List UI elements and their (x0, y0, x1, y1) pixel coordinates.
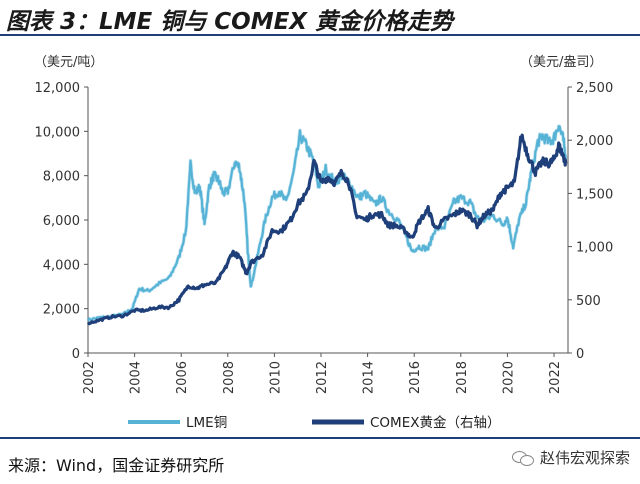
series-line-gold (86, 133, 568, 326)
right-tick-label: 0 (576, 347, 584, 362)
left-tick-label: 6,000 (43, 214, 80, 229)
x-tick-label: 2010 (268, 361, 283, 394)
x-tick-label: 2018 (455, 361, 470, 394)
x-tick-label: 2008 (222, 361, 237, 394)
left-axis-unit: （美元/吨） (34, 55, 103, 70)
left-tick-label: 2,000 (43, 303, 80, 318)
x-tick-label: 2002 (82, 361, 97, 394)
left-tick-label: 8,000 (43, 170, 80, 185)
right-tick-label: 2,500 (576, 81, 613, 96)
wechat-icon (511, 449, 534, 467)
series-line-copper-halo (86, 124, 568, 322)
title-divider (0, 34, 640, 36)
x-tick-label: 2012 (315, 361, 330, 394)
legend-label-copper: LME铜 (186, 415, 227, 431)
right-axis-unit: （美元/盎司） (520, 55, 602, 70)
left-tick-label: 0 (72, 347, 80, 362)
figure-title: 图表 3：LME 铜与 COMEX 黄金价格走势 (6, 9, 454, 35)
right-tick-label: 1,500 (576, 187, 613, 202)
series-line-copper (87, 125, 567, 322)
legend: LME铜 COMEX黄金（右轴） (128, 415, 500, 431)
source-divider (0, 437, 640, 439)
watermark: 赵伟宏观探索 (511, 447, 630, 468)
x-tick-label: 2004 (129, 361, 144, 394)
watermark-label: 赵伟宏观探索 (539, 449, 630, 467)
source-note: 来源：Wind，国金证券研究所 (8, 456, 225, 475)
legend-label-gold: COMEX黄金（右轴） (370, 415, 500, 431)
x-tick-label: 2020 (501, 361, 516, 394)
x-tick-label: 2016 (408, 361, 423, 394)
right-tick-label: 500 (576, 294, 601, 309)
right-tick-label: 2,000 (576, 134, 613, 149)
left-tick-label: 10,000 (35, 125, 81, 140)
left-tick-label: 4,000 (43, 258, 80, 273)
x-tick-label: 2014 (362, 361, 377, 394)
left-tick-label: 12,000 (35, 81, 81, 96)
right-tick-label: 1,000 (576, 241, 613, 256)
x-tick-label: 2022 (548, 361, 563, 394)
copper-gold-chart: （美元/吨） （美元/盎司） 0 2,000 4,000 6,000 8,000 10,0… (34, 55, 614, 431)
plot-area: 0 2,000 4,000 6,000 8,000 10,000 12,000 0 500 1,0… (35, 81, 614, 394)
x-tick-label: 2006 (175, 361, 190, 394)
